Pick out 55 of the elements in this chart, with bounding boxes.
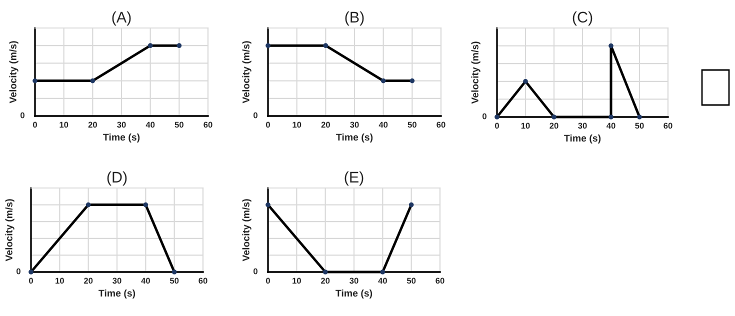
x-tick-label: 60 [436,278,444,284]
x-tick-label: 60 [436,122,446,128]
x-tick-label: 30 [117,122,126,128]
x-tick-label: 60 [664,122,672,129]
x-tick-label: 40 [378,122,388,128]
x-tick-label: 30 [578,122,587,129]
chart-title: (C) [572,11,592,26]
y-axis-title: Velocity (m/s) [242,199,252,262]
x-tick-label: 0 [495,122,499,129]
x-tick-label: 50 [635,122,644,129]
x-tick-label: 50 [174,122,184,128]
x-tick-label: 0 [266,278,270,284]
x-tick-label: 20 [88,122,97,128]
x-tick-label: 40 [378,278,387,284]
x-axis-title: Time (s) [103,133,140,143]
x-tick-label: 10 [60,122,68,128]
x-tick-label: 20 [320,278,330,284]
x-tick-label: 60 [198,278,208,284]
x-tick-label: 10 [521,122,530,129]
x-axis-title: Time (s) [336,133,373,143]
x-tick-label: 0 [29,278,33,284]
x-tick-label: 20 [550,122,558,129]
x-tick-label: 50 [170,278,179,284]
chart-title: (A) [112,11,131,26]
chart-title: (E) [344,171,364,186]
x-axis-title: Time (s) [98,289,136,299]
x-tick-label: 10 [292,278,301,284]
x-axis-title: Time (s) [336,289,372,299]
x-tick-label: 20 [84,278,93,284]
text: 0 [254,112,258,118]
x-tick-label: 10 [292,122,302,128]
x-tick-label: 10 [56,278,64,284]
text: 0 [16,268,20,274]
x-tick-label: 50 [406,278,416,284]
text: 0 [254,268,258,274]
x-tick-label: 30 [350,122,359,128]
chart-title: (B) [345,11,364,26]
y-axis-title: Velocity (m/s) [471,42,480,104]
x-tick-label: 50 [408,122,416,128]
text: 0 [482,113,486,120]
x-tick-label: 40 [606,122,616,129]
y-axis-title: Velocity (m/s) [5,199,14,262]
text: 0 [20,112,24,118]
y-axis-title: Velocity (m/s) [242,41,252,104]
x-tick-label: 30 [112,278,122,284]
x-axis-title: Time (s) [564,134,601,144]
x-tick-label: 40 [146,122,155,128]
x-tick-label: 0 [266,122,270,128]
y-axis-title: Velocity (m/s) [9,41,18,104]
x-tick-label: 60 [204,122,212,128]
chart-title: (D) [107,171,127,186]
x-tick-label: 30 [350,278,358,284]
x-tick-label: 40 [141,278,150,284]
x-tick-label: 20 [321,122,330,128]
x-tick-label: 0 [33,122,37,128]
